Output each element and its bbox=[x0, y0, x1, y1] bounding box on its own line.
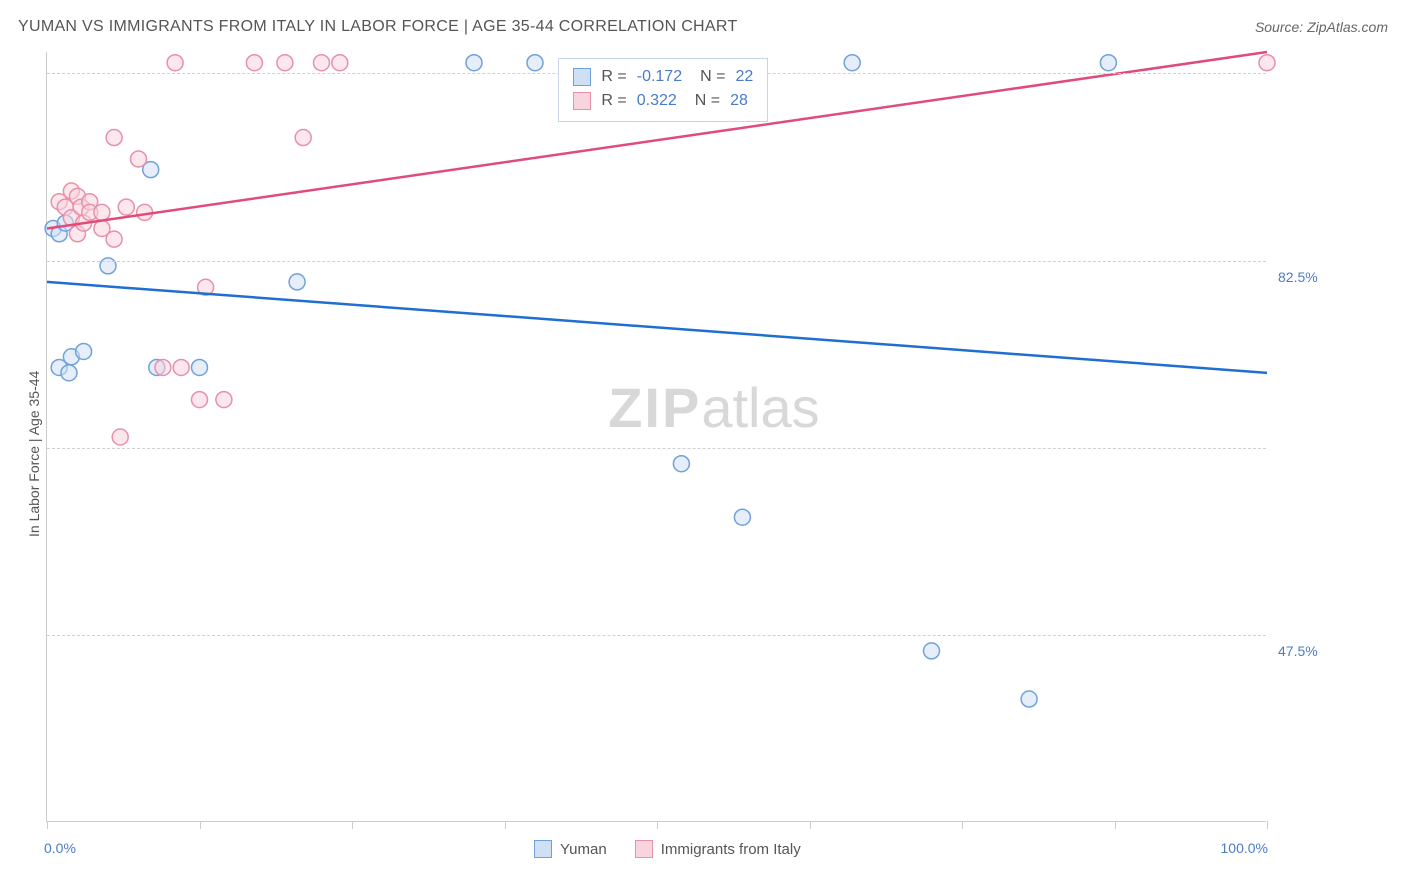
scatter-point bbox=[106, 130, 122, 146]
x-tick bbox=[1267, 821, 1268, 829]
plot-area: ZIPatlas bbox=[46, 52, 1266, 822]
legend-item: Immigrants from Italy bbox=[635, 840, 801, 858]
title-bar: YUMAN VS IMMIGRANTS FROM ITALY IN LABOR … bbox=[18, 18, 1388, 36]
y-axis-label: In Labor Force | Age 35-44 bbox=[26, 371, 42, 537]
stat-r-label: R = bbox=[601, 65, 626, 89]
stat-n-value: 22 bbox=[735, 65, 753, 89]
scatter-point bbox=[167, 55, 183, 71]
x-tick-label: 0.0% bbox=[44, 840, 76, 856]
y-tick-label: 47.5% bbox=[1278, 643, 1318, 659]
scatter-point bbox=[466, 55, 482, 71]
regression-line bbox=[47, 282, 1267, 373]
scatter-point bbox=[295, 130, 311, 146]
legend-swatch bbox=[534, 840, 552, 858]
x-tick bbox=[1115, 821, 1116, 829]
x-tick bbox=[810, 821, 811, 829]
gridline bbox=[47, 635, 1266, 636]
x-tick bbox=[962, 821, 963, 829]
chart-container: YUMAN VS IMMIGRANTS FROM ITALY IN LABOR … bbox=[0, 0, 1406, 892]
scatter-point bbox=[314, 55, 330, 71]
x-tick bbox=[657, 821, 658, 829]
gridline bbox=[47, 448, 1266, 449]
scatter-point bbox=[192, 392, 208, 408]
scatter-point bbox=[118, 199, 134, 215]
bottom-legend: Yuman Immigrants from Italy bbox=[534, 840, 801, 858]
stats-row: R = 0.322 N = 28 bbox=[573, 89, 753, 113]
scatter-point bbox=[76, 343, 92, 359]
scatter-point bbox=[106, 231, 122, 247]
scatter-point bbox=[155, 359, 171, 375]
scatter-point bbox=[94, 204, 110, 220]
scatter-point bbox=[246, 55, 262, 71]
gridline bbox=[47, 261, 1266, 262]
scatter-point bbox=[1259, 55, 1275, 71]
legend-item: Yuman bbox=[534, 840, 607, 858]
scatter-point bbox=[673, 456, 689, 472]
scatter-point bbox=[289, 274, 305, 290]
stat-r-label: R = bbox=[601, 89, 626, 113]
x-tick bbox=[505, 821, 506, 829]
x-tick-label: 100.0% bbox=[1221, 840, 1268, 856]
scatter-point bbox=[131, 151, 147, 167]
x-tick bbox=[200, 821, 201, 829]
scatter-point bbox=[332, 55, 348, 71]
legend-label: Yuman bbox=[560, 841, 607, 858]
scatter-point bbox=[924, 643, 940, 659]
x-tick bbox=[47, 821, 48, 829]
stat-r-value: -0.172 bbox=[637, 65, 682, 89]
scatter-chart-svg bbox=[47, 52, 1267, 822]
scatter-point bbox=[61, 365, 77, 381]
legend-swatch bbox=[573, 92, 591, 110]
legend-swatch bbox=[573, 68, 591, 86]
scatter-point bbox=[1100, 55, 1116, 71]
scatter-point bbox=[192, 359, 208, 375]
scatter-point bbox=[216, 392, 232, 408]
source-attribution: Source: ZipAtlas.com bbox=[1255, 19, 1388, 35]
stat-r-value: 0.322 bbox=[637, 89, 677, 113]
stats-row: R = -0.172 N = 22 bbox=[573, 65, 753, 89]
y-tick-label: 82.5% bbox=[1278, 269, 1318, 285]
legend-label: Immigrants from Italy bbox=[661, 841, 801, 858]
x-tick bbox=[352, 821, 353, 829]
scatter-point bbox=[277, 55, 293, 71]
scatter-point bbox=[173, 359, 189, 375]
legend-swatch bbox=[635, 840, 653, 858]
stat-n-value: 28 bbox=[730, 89, 748, 113]
chart-title: YUMAN VS IMMIGRANTS FROM ITALY IN LABOR … bbox=[18, 18, 738, 36]
scatter-point bbox=[844, 55, 860, 71]
stat-n-label: N = bbox=[695, 89, 720, 113]
correlation-stats-box: R =-0.172N =22R =0.322N =28 bbox=[558, 58, 768, 122]
scatter-point bbox=[527, 55, 543, 71]
stat-n-label: N = bbox=[700, 65, 725, 89]
scatter-point bbox=[112, 429, 128, 445]
scatter-point bbox=[1021, 691, 1037, 707]
scatter-point bbox=[734, 509, 750, 525]
